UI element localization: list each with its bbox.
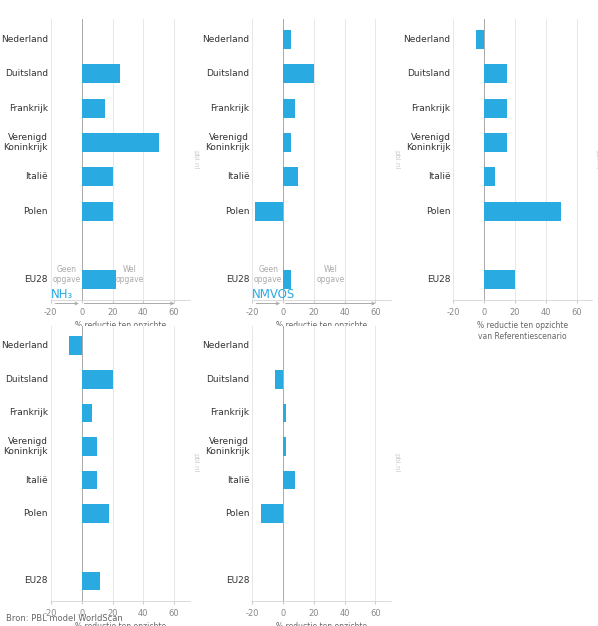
Text: NH₃: NH₃ [51,288,73,300]
Text: Geen
opgave: Geen opgave [53,265,81,284]
Bar [283,471,295,490]
Bar [82,404,93,422]
X-axis label: % reductie ten opzichte
van Referentiescenario: % reductie ten opzichte van Referentiesc… [477,321,568,341]
Bar [275,370,283,389]
Bar [82,370,112,389]
X-axis label: % reductie ten opzichte
van Referentiescenario: % reductie ten opzichte van Referentiesc… [276,622,367,626]
Bar [82,99,105,118]
Bar [82,167,112,187]
Bar [255,202,283,220]
Bar [283,133,291,152]
Text: NMVOS: NMVOS [252,288,295,300]
X-axis label: % reductie ten opzichte
van Referentiescenario: % reductie ten opzichte van Referentiesc… [276,321,367,341]
Bar [69,336,82,355]
Bar [484,270,515,289]
Bar [82,64,120,83]
Bar [82,505,109,523]
X-axis label: % reductie ten opzichte
van Referentiescenario: % reductie ten opzichte van Referentiesc… [75,321,166,341]
Text: pbl.nl: pbl.nl [393,150,399,170]
Text: pbl.nl: pbl.nl [595,150,598,170]
Bar [283,167,298,187]
Bar [82,270,115,289]
Bar [484,64,507,83]
Bar [484,167,495,187]
Bar [82,471,97,490]
Bar [82,133,158,152]
Bar [484,202,561,220]
Bar [484,99,507,118]
Bar [283,99,295,118]
Text: Bron: PBL model WorldScan: Bron: PBL model WorldScan [6,614,123,623]
X-axis label: % reductie ten opzichte
van Referentiescenario: % reductie ten opzichte van Referentiesc… [75,622,166,626]
Text: Wel
opgave: Wel opgave [115,265,144,284]
Bar [484,133,507,152]
Text: Wel
opgave: Wel opgave [316,265,345,284]
Bar [283,270,291,289]
Bar [477,30,484,49]
Bar [283,437,286,456]
Text: pbl.nl: pbl.nl [193,150,199,170]
Bar [82,202,112,220]
Bar [82,572,100,590]
Bar [261,505,283,523]
Text: pbl.nl: pbl.nl [193,453,199,473]
Bar [283,64,314,83]
Bar [82,437,97,456]
Bar [283,30,291,49]
Text: Geen
opgave: Geen opgave [254,265,282,284]
Text: pbl.nl: pbl.nl [393,453,399,473]
Bar [283,404,286,422]
